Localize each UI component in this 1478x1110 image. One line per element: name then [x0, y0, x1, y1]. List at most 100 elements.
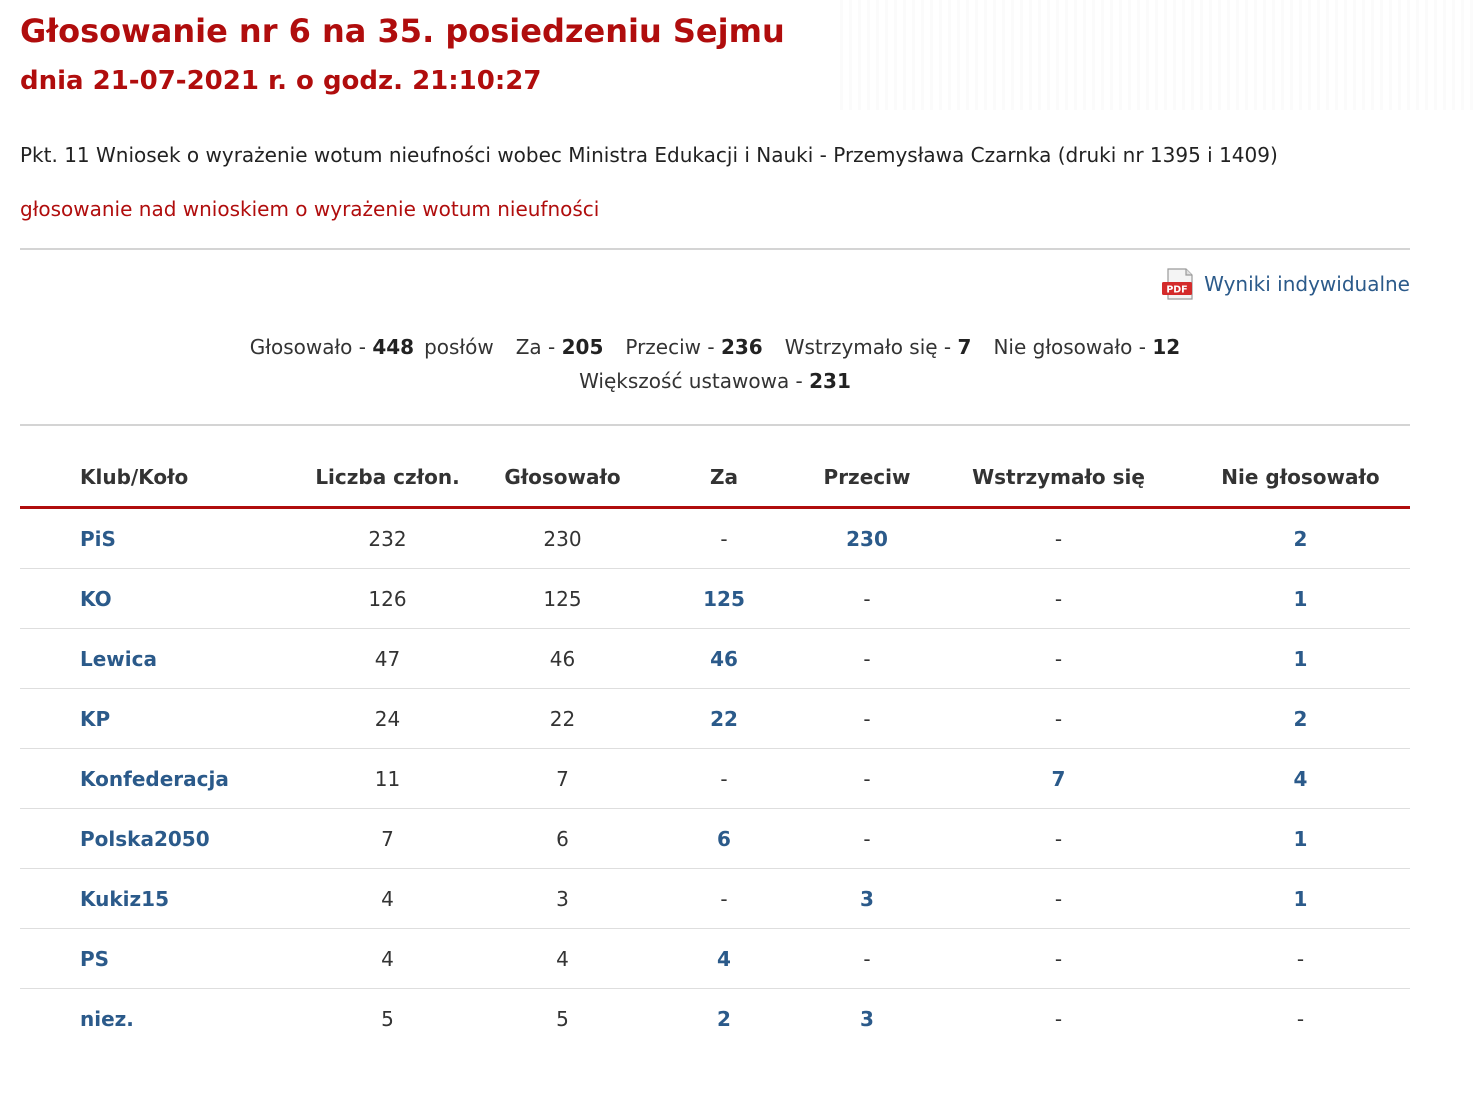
- notvoted-count-link[interactable]: 1: [1293, 586, 1308, 611]
- club-link[interactable]: KO: [80, 586, 112, 611]
- club-link[interactable]: PS: [80, 946, 110, 971]
- cell-abstain: 7: [926, 748, 1191, 809]
- cell-voted: 7: [485, 748, 640, 809]
- notvoted-value: -: [1296, 946, 1305, 971]
- voted-value: 230: [543, 526, 582, 551]
- notvoted-count-link[interactable]: 2: [1293, 706, 1308, 731]
- header-background-decoration: [840, 0, 1478, 110]
- notvoted-count-link[interactable]: 2: [1293, 526, 1308, 551]
- abstain-value: -: [1054, 826, 1063, 851]
- cell-members: 4: [290, 868, 485, 929]
- pdf-icon-label: PDF: [1166, 285, 1187, 296]
- for-count-link[interactable]: 46: [710, 646, 738, 671]
- cell-for: 22: [640, 688, 808, 749]
- cell-voted: 6: [485, 808, 640, 869]
- against-value: 236: [720, 335, 763, 359]
- voted-value: 4: [556, 946, 569, 971]
- cell-against: -: [808, 628, 926, 689]
- table-row: PiS 232 230 - 230 - 2: [20, 507, 1410, 569]
- for-value: -: [720, 526, 728, 551]
- club-link[interactable]: Polska2050: [80, 826, 210, 851]
- header-against: Przeciw: [808, 448, 926, 509]
- cell-for: -: [640, 507, 808, 569]
- cell-members: 5: [290, 989, 485, 1049]
- divider-top: [20, 248, 1410, 250]
- individual-results-link[interactable]: PDF Wyniki indywidualne: [1162, 268, 1410, 300]
- for-count-link[interactable]: 125: [703, 586, 745, 611]
- members-value: 4: [381, 886, 394, 911]
- members-value: 4: [381, 946, 394, 971]
- cell-abstain: -: [926, 507, 1191, 569]
- cell-notvoted: -: [1191, 989, 1410, 1049]
- against-value: -: [863, 586, 871, 611]
- notvoted-count-link[interactable]: 1: [1293, 886, 1308, 911]
- header-voted: Głosowało: [485, 448, 640, 509]
- club-link[interactable]: niez.: [80, 1006, 134, 1031]
- members-value: 11: [374, 766, 401, 791]
- notvoted-count-link[interactable]: 1: [1293, 646, 1308, 671]
- cell-notvoted: 2: [1191, 688, 1410, 749]
- cell-members: 47: [290, 628, 485, 689]
- club-link[interactable]: PiS: [80, 526, 116, 551]
- cell-against: -: [808, 808, 926, 869]
- cell-abstain: -: [926, 989, 1191, 1049]
- abstain-value: -: [1054, 646, 1063, 671]
- results-table: Klub/Koło Liczba człon. Głosowało Za Prz…: [20, 448, 1410, 1048]
- abstain-count-link[interactable]: 7: [1051, 766, 1066, 791]
- agenda-point: Pkt. 11 Wniosek o wyrażenie wotum nieufn…: [20, 143, 1278, 167]
- club-link[interactable]: Konfederacja: [80, 766, 229, 791]
- for-value: -: [720, 766, 728, 791]
- members-value: 5: [381, 1006, 394, 1031]
- table-row: Kukiz15 4 3 - 3 - 1: [20, 868, 1410, 929]
- majority-value: 231: [809, 369, 851, 393]
- cell-members: 11: [290, 748, 485, 809]
- cell-for: 6: [640, 808, 808, 869]
- against-count-link[interactable]: 3: [860, 886, 874, 911]
- cell-club: Konfederacja: [20, 748, 290, 809]
- cell-club: PS: [20, 928, 290, 989]
- cell-notvoted: 2: [1191, 507, 1410, 569]
- for-count-link[interactable]: 22: [710, 706, 738, 731]
- members-value: 47: [374, 646, 401, 671]
- cell-club: Lewica: [20, 628, 290, 689]
- cell-club: KO: [20, 568, 290, 629]
- for-count-link[interactable]: 4: [717, 946, 731, 971]
- cell-notvoted: -: [1191, 928, 1410, 989]
- cell-abstain: -: [926, 628, 1191, 689]
- cell-club: niez.: [20, 989, 290, 1049]
- cell-club: PiS: [20, 507, 290, 569]
- cell-against: 3: [808, 989, 926, 1049]
- voted-label: Głosowało -: [249, 335, 373, 359]
- voted-value: 46: [549, 646, 576, 671]
- members-value: 126: [368, 586, 407, 611]
- club-link[interactable]: Lewica: [80, 646, 157, 671]
- notvoted-value: 12: [1152, 335, 1181, 359]
- for-count-link[interactable]: 2: [717, 1006, 731, 1031]
- against-value: -: [863, 706, 871, 731]
- abstain-label: Wstrzymało się -: [784, 335, 958, 359]
- cell-voted: 3: [485, 868, 640, 929]
- abstain-value: -: [1054, 946, 1063, 971]
- table-row: Konfederacja 11 7 - - 7 4: [20, 748, 1410, 809]
- against-value: -: [863, 646, 871, 671]
- cell-for: 4: [640, 928, 808, 989]
- table-row: PS 4 4 4 - - -: [20, 928, 1410, 989]
- abstain-value: 7: [957, 335, 972, 359]
- vote-subject: głosowanie nad wnioskiem o wyrażenie wot…: [20, 197, 600, 221]
- results-body: PiS 232 230-230-2 KO 126 125 125- -1 Lewica 47 46 4…: [20, 507, 1410, 1049]
- against-count-link[interactable]: 3: [860, 1006, 874, 1031]
- cell-for: 46: [640, 628, 808, 689]
- pdf-icon: PDF: [1162, 268, 1193, 300]
- notvoted-count-link[interactable]: 4: [1293, 766, 1308, 791]
- club-link[interactable]: Kukiz15: [80, 886, 170, 911]
- page-title: Głosowanie nr 6 na 35. posiedzeniu Sejmu: [20, 12, 785, 50]
- voted-value: 7: [556, 766, 569, 791]
- for-count-link[interactable]: 6: [717, 826, 731, 851]
- divider-bottom: [20, 424, 1410, 426]
- summary-line-2: Większość ustawowa - 231: [20, 364, 1410, 398]
- club-link[interactable]: KP: [80, 706, 111, 731]
- cell-members: 7: [290, 808, 485, 869]
- notvoted-count-link[interactable]: 1: [1293, 826, 1308, 851]
- against-count-link[interactable]: 230: [846, 526, 888, 551]
- individual-results-label: Wyniki indywidualne: [1204, 272, 1410, 296]
